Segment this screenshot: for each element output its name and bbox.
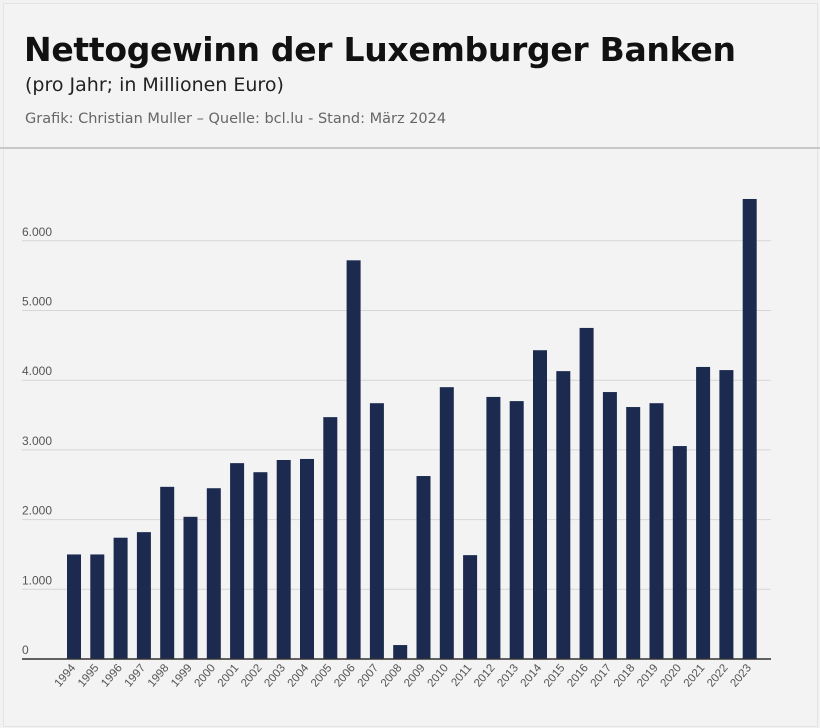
header-divider	[0, 147, 820, 149]
bar-2005	[323, 417, 338, 659]
bar-2023	[742, 198, 757, 660]
x-tick-label: 2019	[635, 662, 661, 689]
x-tick-label: 2005	[309, 662, 335, 689]
bar-2016	[579, 327, 594, 659]
bar-1997	[136, 532, 151, 659]
x-tick-label: 2008	[379, 662, 405, 689]
x-tick-label: 2015	[542, 662, 568, 689]
y-tick-label: 5.000	[22, 295, 52, 309]
x-tick-label: 2006	[332, 662, 358, 689]
x-tick-label: 1997	[123, 662, 149, 689]
bar-2012	[486, 396, 501, 659]
x-tick-label: 2014	[519, 662, 545, 690]
bar-2018	[626, 407, 641, 659]
y-tick-label: 1.000	[22, 573, 52, 587]
bar-2008	[393, 645, 408, 659]
x-tick-label: 2021	[682, 662, 708, 689]
x-tick-label: 2022	[705, 662, 731, 689]
bar-2014	[533, 350, 547, 659]
bar-2019	[649, 403, 664, 659]
x-tick-label: 2003	[262, 662, 288, 689]
x-tick-label: 2001	[216, 662, 242, 689]
x-tick-label: 2011	[449, 662, 474, 689]
bar-1995	[90, 554, 105, 659]
chart-subtitle: (pro Jahr; in Millionen Euro)	[25, 74, 284, 96]
x-tick-label: 1998	[146, 662, 172, 689]
chart-title: Nettogewinn der Luxemburger Banken	[24, 30, 736, 69]
bar-1996	[113, 537, 128, 659]
bar-2001	[230, 463, 245, 659]
bar-2007	[369, 403, 384, 659]
chart-credits: Grafik: Christian Muller – Quelle: bcl.l…	[25, 111, 447, 127]
x-tick-label: 2009	[402, 662, 428, 689]
y-tick-label: 3.000	[22, 434, 52, 448]
x-tick-label: 2020	[658, 662, 684, 689]
bar-1998	[160, 486, 175, 659]
x-tick-label: 2012	[472, 662, 498, 689]
y-tick-label: 4.000	[22, 364, 52, 378]
bar-2004	[300, 458, 314, 659]
bar-2021	[696, 366, 711, 659]
y-tick-label: 0	[22, 643, 29, 657]
x-tick-label: 2010	[425, 662, 451, 689]
x-tick-label: 1996	[99, 662, 125, 689]
bar-2013	[509, 401, 524, 659]
x-tick-label: 2000	[192, 662, 218, 689]
bar-2017	[602, 392, 617, 659]
x-tick-label: 2018	[612, 662, 638, 689]
x-tick-label: 2002	[239, 662, 265, 689]
x-tick-label: 2013	[495, 662, 521, 689]
bar-1994	[67, 554, 81, 659]
bar-2020	[672, 446, 687, 659]
x-tick-label: 2007	[356, 662, 382, 689]
bar-2022	[719, 370, 734, 659]
x-tick-label: 2017	[589, 662, 615, 689]
bar-2006	[346, 260, 361, 659]
bar-1999	[183, 516, 198, 659]
bar-2003	[276, 460, 291, 659]
x-tick-label: 1994	[53, 662, 79, 690]
x-tick-label: 2016	[565, 662, 591, 689]
x-tick-label: 2004	[286, 662, 312, 690]
y-tick-label: 6.000	[22, 225, 52, 239]
bar-2010	[439, 387, 454, 659]
y-tick-label: 2.000	[22, 504, 52, 518]
bar-2009	[416, 476, 431, 659]
bar-2011	[463, 555, 478, 659]
x-tick-label: 1999	[169, 662, 195, 689]
bar-2002	[253, 472, 268, 659]
bar-2015	[556, 371, 571, 659]
x-tick-label: 1995	[76, 662, 102, 689]
bar-2000	[206, 488, 221, 659]
x-tick-label: 2023	[728, 662, 754, 689]
